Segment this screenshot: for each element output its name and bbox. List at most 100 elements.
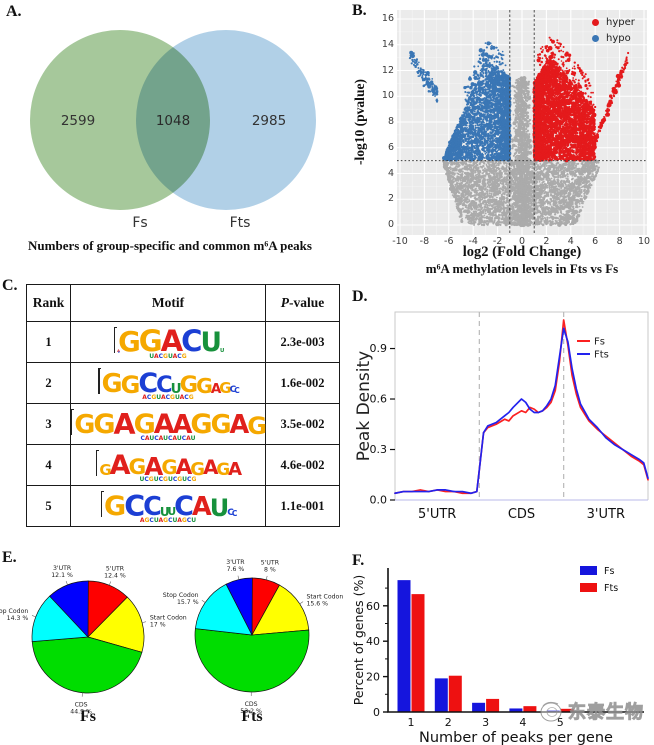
logo-letter: A	[203, 456, 218, 480]
volcano-y-tick: 2	[387, 193, 394, 205]
logo-letter: G	[190, 408, 212, 440]
bar-x-tick: 2	[445, 716, 452, 729]
peak-density-line-fts	[394, 327, 649, 495]
venn-right-count: 2985	[252, 113, 286, 129]
peak-density-y-tick: 0.0	[370, 494, 388, 507]
pie-label: Stop Codon	[163, 592, 199, 599]
motif-rank: 3	[26, 403, 71, 445]
venn-diagram: 2599 1048 2985 Fs Fts	[30, 30, 316, 231]
pie-value: 17 %	[150, 622, 166, 629]
pie-value: 12.1 %	[51, 572, 73, 579]
logo-letter: G	[128, 454, 147, 480]
bar-fs-1	[397, 580, 411, 712]
peak-density-line-fs	[394, 319, 649, 495]
pie-label: CDS	[75, 702, 88, 709]
volcano-x-tick: 2	[543, 236, 550, 247]
volcano-x-axis-label: log2 (Fold Change)	[462, 244, 582, 260]
peak-density-legend-fs: Fs	[594, 337, 605, 348]
logo-letter: G	[138, 324, 163, 359]
motif-logo: A C G G A C U U UACGUACG	[69, 321, 266, 363]
venn-fs-label: Fs	[132, 215, 147, 231]
pie-label: Stop Codon	[0, 608, 28, 615]
logo-letter: A	[228, 458, 242, 480]
pie-value: 44.3 %	[70, 709, 92, 716]
volcano-y-tick: 10	[381, 90, 394, 102]
hypo-dot-icon	[592, 34, 599, 42]
motif-pvalue: 3.5e-002	[264, 403, 341, 445]
logo-letter: G	[104, 490, 126, 522]
bar-fts-1	[411, 594, 425, 712]
bar-fs-3	[472, 702, 486, 712]
volcano-y-tick: 6	[387, 141, 394, 153]
volcano-x-tick: 10	[637, 236, 651, 247]
logo-letter: A	[153, 408, 175, 440]
logo-letter: G	[196, 373, 213, 398]
pie-value: 12.4 %	[104, 572, 126, 579]
panel-c-motif-table: Rank Motif P-value 1 A C G G A C U U UACGUACG 2.3e-00…	[0, 276, 341, 538]
venn-overlap-count: 1048	[156, 113, 190, 129]
logo-letter: C	[174, 490, 194, 522]
logo-letter: G	[210, 409, 232, 440]
logo-letter: C	[143, 491, 162, 522]
legend-row-hyper: hyper	[592, 14, 635, 30]
region-label-0: 5'UTR	[418, 507, 456, 522]
bar-fts-4	[523, 706, 537, 712]
volcano-y-tick: 16	[381, 13, 394, 24]
venn-caption: Numbers of group-specific and common m⁶A…	[28, 238, 312, 253]
panel-b-volcano: -log10 (pvalue) 0 2 4 6 8 10 12 14 16 -10 -8 -6 -4-…	[352, 0, 654, 285]
logo-letter: C	[229, 385, 236, 396]
logo-axis	[100, 491, 103, 517]
logo-letter: G	[219, 378, 231, 397]
motif-table-row: 3 G G A G A A G G A G CAUCAUCAUCAU 3.5e-002	[26, 403, 341, 445]
pie-value: 53.2 %	[240, 708, 262, 715]
logo-sub-letters: UACGUACG	[149, 353, 187, 360]
panel-a-venn: 2599 1048 2985 Fs Fts Numbers of group-speci…	[0, 0, 340, 275]
logo-letter: G	[179, 372, 199, 399]
logo-letter: C	[234, 386, 239, 396]
bar-y-tick: 40	[366, 635, 380, 648]
region-label-1: CDS	[508, 507, 535, 522]
bar-y-tick: 20	[366, 671, 380, 684]
motif-logo: G C C U U C A U C C AGCUAGCUAGCU	[69, 485, 266, 527]
pie-caption-fts: Fts	[241, 708, 262, 725]
logo-letter: U	[159, 505, 170, 519]
logo-letter: G	[74, 409, 95, 440]
logo-letter: G	[118, 325, 141, 359]
pie-slice-fts-stopcodon	[194, 583, 253, 636]
peak-density-legend-fts: Fts	[594, 350, 609, 361]
motif-rank: 2	[26, 362, 71, 404]
bar-fts-3	[486, 698, 500, 712]
volcano-y-tick: 14	[381, 38, 394, 50]
logo-letter: A	[144, 451, 163, 481]
volcano-y-tick: 0	[387, 219, 394, 230]
bar-fs-4	[509, 708, 523, 712]
logo-letter: G	[133, 408, 156, 440]
motif-pvalue: 1.6e-002	[264, 362, 341, 404]
pie-value: 15.7 %	[177, 599, 199, 606]
volcano-x-tick: -6	[444, 236, 454, 247]
logo-letter: A	[210, 380, 222, 397]
panel-d-label: D.	[352, 288, 368, 305]
volcano-plot-canvas	[397, 10, 647, 235]
bar-fts-2	[448, 675, 462, 712]
logo-axis	[95, 450, 99, 476]
pie-slice-fts-3utr	[225, 577, 253, 636]
logo-letter: U	[219, 347, 225, 354]
logo-letter: A	[109, 449, 131, 481]
pie-label: Start Codon	[150, 615, 187, 622]
logo-letter: A	[160, 324, 183, 359]
logo-sub-letters: AGCUAGCUAGCU	[139, 517, 197, 524]
logo-letter: U	[200, 327, 222, 359]
motif-table-row: 1 A C G G A C U U UACGUACG 2.3e-003	[26, 321, 341, 363]
pie-caption-fs: Fs	[80, 708, 96, 725]
pie-value: 7.6 %	[227, 566, 245, 573]
logo-letter: C	[138, 367, 158, 399]
motif-table-row: 2 G G C C U G G A G C C ACGUACGUACG 1.6e-002	[26, 362, 341, 404]
bar-y-tick: 60	[366, 600, 380, 613]
logo-letter: U	[170, 380, 182, 397]
logo-letter: A	[172, 409, 193, 440]
logo-letter: G	[93, 408, 115, 440]
pie-label: 3'UTR	[53, 565, 72, 572]
